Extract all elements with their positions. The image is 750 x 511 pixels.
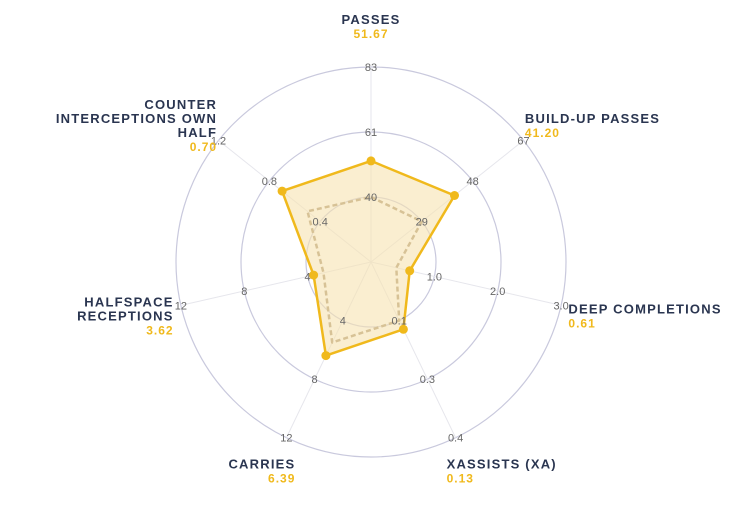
metric-value: 3.62 (146, 324, 173, 338)
tick-label: 1.0 (427, 272, 442, 284)
tick-label: 3.0 (553, 300, 568, 312)
tick-label: 2.0 (490, 286, 505, 298)
tick-label: 4 (305, 272, 311, 284)
tick-label: 0.4 (313, 217, 328, 229)
tick-label: 29 (416, 217, 428, 229)
tick-label: 12 (175, 300, 187, 312)
metric-value: 0.70 (190, 140, 217, 154)
metric-label: BUILD-UP PASSES (525, 111, 660, 126)
metric-value: 41.20 (525, 126, 560, 140)
tick-label: 8 (241, 286, 247, 298)
tick-labels: 4061832948671.02.03.00.10.30.4481248120.… (175, 62, 569, 445)
metric-label: COUNTER (144, 97, 217, 112)
metric-label: HALF (178, 125, 217, 140)
player-point (321, 351, 331, 361)
tick-label: 0.8 (262, 176, 277, 188)
player-point (398, 324, 408, 334)
tick-label: 83 (365, 62, 377, 74)
metric-value: 6.39 (268, 472, 295, 486)
metric-value: 0.13 (447, 472, 474, 486)
metric-label: CARRIES (228, 457, 295, 472)
player-point (309, 270, 319, 280)
player-series (277, 156, 459, 361)
metric-label: XASSISTS (XA) (447, 457, 557, 472)
tick-label: 67 (517, 135, 529, 147)
tick-label: 1.2 (211, 135, 226, 147)
tick-label: 0.4 (448, 433, 463, 445)
tick-label: 40 (365, 192, 377, 204)
tick-label: 8 (312, 374, 318, 386)
tick-label: 12 (280, 433, 292, 445)
metric-value: 51.67 (353, 27, 388, 41)
player-polygon (280, 159, 456, 357)
tick-label: 61 (365, 127, 377, 139)
player-point (277, 186, 287, 196)
player-point (405, 266, 415, 276)
metric-label: RECEPTIONS (77, 309, 174, 324)
metric-value: 0.61 (568, 317, 595, 331)
metric-label: HALFSPACE (84, 295, 173, 310)
tick-label: 0.3 (420, 374, 435, 386)
metric-label: INTERCEPTIONS OWN (56, 111, 217, 126)
player-point (450, 191, 459, 200)
metric-label: DEEP COMPLETIONS (568, 302, 721, 317)
tick-label: 4 (340, 316, 346, 328)
player-point (366, 156, 376, 166)
metric-label: PASSES (342, 12, 401, 27)
tick-label: 0.1 (392, 316, 407, 328)
tick-label: 48 (466, 176, 478, 188)
